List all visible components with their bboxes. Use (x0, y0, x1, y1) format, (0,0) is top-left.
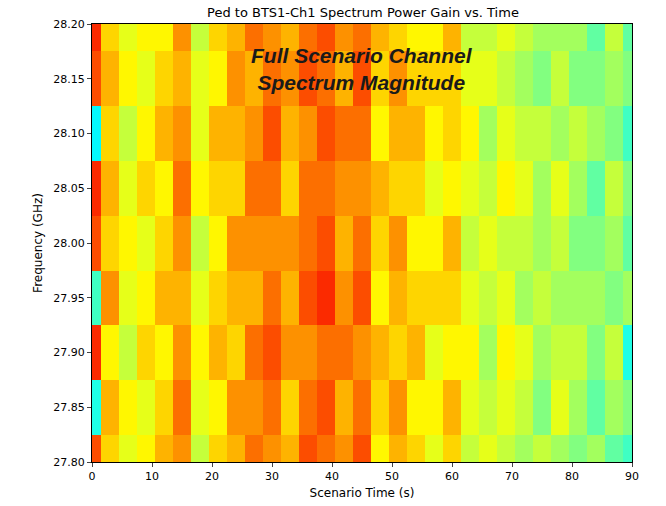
svg-text:40: 40 (325, 470, 339, 483)
svg-text:60: 60 (445, 470, 459, 483)
svg-text:28.05: 28.05 (53, 182, 85, 195)
svg-text:70: 70 (505, 470, 519, 483)
svg-text:27.90: 27.90 (53, 346, 85, 359)
svg-text:Frequency (GHz): Frequency (GHz) (31, 193, 45, 293)
svg-text:0: 0 (89, 470, 96, 483)
svg-text:Scenario Time (s): Scenario Time (s) (310, 486, 415, 500)
svg-text:50: 50 (385, 470, 399, 483)
svg-text:28.00: 28.00 (53, 237, 85, 250)
svg-text:28.10: 28.10 (53, 127, 85, 140)
svg-text:27.85: 27.85 (53, 401, 85, 414)
svg-text:30: 30 (265, 470, 279, 483)
svg-text:28.15: 28.15 (53, 73, 85, 86)
svg-text:Ped to BTS1-Ch1 Spectrum Power: Ped to BTS1-Ch1 Spectrum Power Gain vs. … (207, 5, 519, 20)
svg-text:10: 10 (145, 470, 159, 483)
svg-text:27.95: 27.95 (53, 292, 85, 305)
svg-text:28.20: 28.20 (53, 18, 85, 31)
svg-text:90: 90 (625, 470, 639, 483)
svg-text:20: 20 (205, 470, 219, 483)
svg-text:27.80: 27.80 (53, 456, 85, 469)
svg-text:80: 80 (565, 470, 579, 483)
svg-text:Full Scenario ChannelSpectrum: Full Scenario ChannelSpectrum Magnitude (251, 44, 473, 94)
